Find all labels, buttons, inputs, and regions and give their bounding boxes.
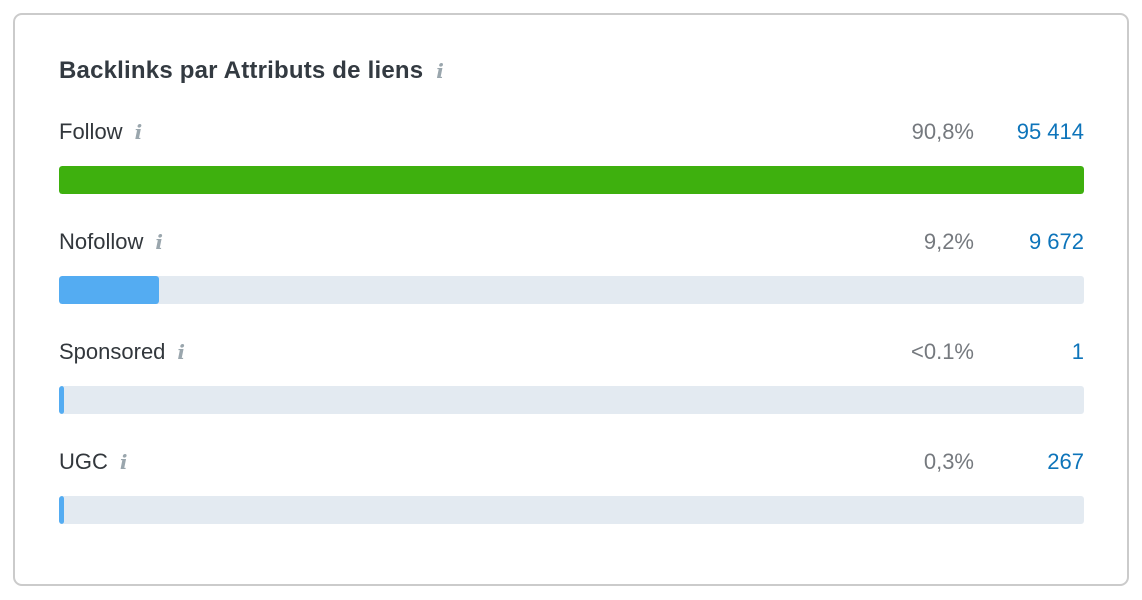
values-group: <0.1% 1 bbox=[911, 339, 1084, 365]
info-icon[interactable]: i bbox=[177, 340, 186, 364]
attribute-row-nofollow: Nofollow i 9,2% 9 672 bbox=[59, 227, 1084, 304]
card-header: Backlinks par Attributs de liens i bbox=[59, 57, 1084, 85]
card-title: Backlinks par Attributs de liens bbox=[59, 57, 424, 84]
row-label: UGC bbox=[59, 449, 108, 474]
count-link[interactable]: 267 bbox=[1047, 449, 1084, 474]
percent-value: 9,2% bbox=[923, 229, 974, 254]
bar-fill-ugc bbox=[59, 496, 64, 524]
info-icon[interactable]: i bbox=[155, 230, 163, 254]
attribute-row-ugc: UGC i 0,3% 267 bbox=[59, 447, 1084, 524]
row-header: UGC i 0,3% 267 bbox=[59, 447, 1084, 477]
bar-fill-follow bbox=[59, 166, 1084, 194]
values-group: 0,3% 267 bbox=[924, 449, 1084, 475]
row-label: Nofollow bbox=[59, 229, 144, 254]
bar-fill-nofollow bbox=[59, 276, 160, 304]
label-group: UGC i bbox=[59, 449, 128, 475]
title-info-icon[interactable]: i bbox=[436, 59, 444, 83]
label-group: Follow i bbox=[59, 119, 142, 145]
bar-track bbox=[59, 276, 1084, 304]
percent-value: 0,3% bbox=[923, 449, 974, 474]
row-header: Nofollow i 9,2% 9 672 bbox=[59, 227, 1084, 257]
values-group: 9,2% 9 672 bbox=[924, 229, 1084, 255]
percent-value: 90,8% bbox=[911, 119, 974, 144]
attribute-row-follow: Follow i 90,8% 95 414 bbox=[59, 117, 1084, 194]
count-link[interactable]: 1 bbox=[1071, 339, 1084, 364]
bar-fill-sponsored bbox=[59, 386, 64, 414]
row-label: Sponsored bbox=[59, 339, 166, 364]
backlinks-attributes-card: Backlinks par Attributs de liens i Follo… bbox=[13, 13, 1129, 586]
percent-value: <0.1% bbox=[911, 339, 974, 364]
bar-track bbox=[59, 166, 1084, 194]
row-label: Follow bbox=[59, 119, 123, 144]
row-header: Sponsored i <0.1% 1 bbox=[59, 337, 1084, 367]
count-link[interactable]: 9 672 bbox=[1028, 229, 1084, 254]
bar-track bbox=[59, 496, 1084, 524]
label-group: Nofollow i bbox=[59, 229, 163, 255]
info-icon[interactable]: i bbox=[119, 450, 128, 474]
info-icon[interactable]: i bbox=[134, 120, 143, 144]
count-link[interactable]: 95 414 bbox=[1016, 119, 1084, 144]
bar-track bbox=[59, 386, 1084, 414]
row-header: Follow i 90,8% 95 414 bbox=[59, 117, 1084, 147]
attribute-row-sponsored: Sponsored i <0.1% 1 bbox=[59, 337, 1084, 414]
label-group: Sponsored i bbox=[59, 339, 185, 365]
values-group: 90,8% 95 414 bbox=[912, 119, 1084, 145]
